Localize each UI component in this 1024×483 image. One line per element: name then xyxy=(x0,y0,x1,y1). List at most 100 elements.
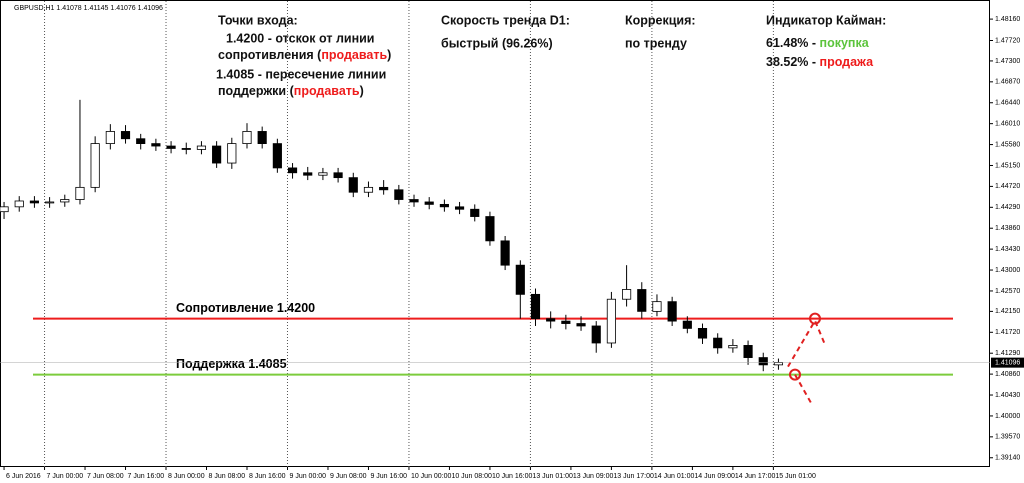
annotation: сопротивления (продавать) xyxy=(218,48,391,62)
annotation-part: поддержки ( xyxy=(218,84,295,98)
x-tick-label: 10 Jun 08:00 xyxy=(451,473,492,480)
x-tick-label: 8 Jun 16:00 xyxy=(249,473,286,480)
candle-body xyxy=(409,199,419,203)
x-tick-label: 13 Jun 01:00 xyxy=(532,473,573,480)
x-tick-label: 10 Jun 16:00 xyxy=(492,473,533,480)
candle-body xyxy=(287,167,298,174)
y-tick-label: 1.39140 xyxy=(995,455,1020,462)
y-tick-label: 1.48160 xyxy=(995,16,1020,23)
candle-body xyxy=(90,143,100,188)
candle-body xyxy=(515,264,525,295)
y-tick-label: 1.39570 xyxy=(995,434,1020,441)
x-tick-label: 8 Jun 08:00 xyxy=(209,473,246,480)
forecast-arrow xyxy=(794,374,813,406)
candle-body xyxy=(363,186,374,193)
x-tick-label: 8 Jun 00:00 xyxy=(168,473,205,480)
x-tick-label: 9 Jun 00:00 xyxy=(289,473,326,480)
x-tick-label: 6 Jun 2016 xyxy=(6,473,41,480)
candle-body xyxy=(151,143,161,147)
candle-body xyxy=(0,206,9,213)
annotation-part: ) xyxy=(360,84,364,98)
y-tick-label: 1.47300 xyxy=(995,58,1020,65)
candle-body xyxy=(60,199,70,203)
candle-body xyxy=(622,289,632,300)
x-tick-label: 9 Jun 16:00 xyxy=(370,473,407,480)
annotation: быстрый (96.26%) xyxy=(441,36,553,50)
forecast-point xyxy=(789,368,801,381)
candle-body xyxy=(318,172,328,176)
candle-body xyxy=(303,172,313,176)
y-tick-label: 1.47720 xyxy=(995,37,1020,44)
candle-body xyxy=(105,131,115,145)
y-tick-label: 1.40000 xyxy=(995,413,1020,420)
candle-body xyxy=(257,131,267,145)
candle-body xyxy=(728,345,738,349)
x-tick-label: 7 Jun 00:00 xyxy=(47,473,84,480)
candle-body xyxy=(713,337,723,349)
candle-body xyxy=(652,301,662,312)
annotation-part: 61.48% - xyxy=(766,36,820,50)
candle-body xyxy=(196,145,207,150)
annotation: Скорость тренда D1: xyxy=(441,13,570,27)
annotation: по тренду xyxy=(625,36,687,50)
candle-body xyxy=(758,357,768,366)
x-tick-label: 13 Jun 09:00 xyxy=(573,473,614,480)
candle-body xyxy=(637,289,647,312)
y-tick-label: 1.40860 xyxy=(995,371,1020,378)
candle-body xyxy=(166,145,176,149)
y-tick-label: 1.42150 xyxy=(995,308,1020,315)
candle-body xyxy=(470,208,480,217)
candle-body xyxy=(212,145,222,164)
candle-body xyxy=(439,203,449,208)
y-tick-label: 1.46870 xyxy=(995,79,1020,86)
candle-body xyxy=(75,186,85,200)
annotation: поддержки (продавать) xyxy=(218,84,364,98)
candle-body xyxy=(136,138,146,145)
level-label: Сопротивление 1.4200 xyxy=(176,301,315,315)
annotation: Точки входа: xyxy=(218,13,298,27)
y-tick-label: 1.45150 xyxy=(995,162,1020,169)
annotation: 1.4200 - отскок от линии xyxy=(226,31,375,45)
candle-body xyxy=(272,143,282,169)
y-tick-label: 1.46440 xyxy=(995,100,1020,107)
candle-body xyxy=(120,131,131,140)
forecast-point xyxy=(809,312,821,325)
x-tick-label: 14 Jun 17:00 xyxy=(735,473,776,480)
candle-body xyxy=(546,318,556,322)
candle-body xyxy=(576,323,586,327)
candle-body xyxy=(348,177,358,193)
y-tick-label: 1.45580 xyxy=(995,141,1020,148)
annotation-part: продавать xyxy=(321,48,387,62)
candle-body xyxy=(379,186,389,191)
x-tick-label: 14 Jun 01:00 xyxy=(654,473,695,480)
x-tick-label: 15 Jun 01:00 xyxy=(775,473,816,480)
candle-body xyxy=(743,345,753,358)
x-tick-label: 7 Jun 16:00 xyxy=(128,473,165,480)
candle-body xyxy=(227,143,237,164)
candle-body xyxy=(606,298,616,344)
annotation-part: покупка xyxy=(820,36,870,50)
annotation: Коррекция: xyxy=(625,13,696,27)
annotation-part: сопротивления ( xyxy=(218,48,322,62)
candle-body xyxy=(561,320,571,324)
y-tick-label: 1.43430 xyxy=(995,246,1020,253)
x-tick-label: 7 Jun 08:00 xyxy=(87,473,124,480)
candle-body xyxy=(697,327,708,339)
candle-body xyxy=(591,325,601,344)
annotation: 38.52% - продажа xyxy=(766,55,874,69)
y-tick-label: 1.43860 xyxy=(995,225,1020,232)
annotation-part: продавать xyxy=(294,84,360,98)
annotation-part: 38.52% - xyxy=(766,55,820,69)
candle-body xyxy=(14,200,24,208)
y-tick-label: 1.41290 xyxy=(995,350,1020,357)
y-tick-label: 1.41720 xyxy=(995,329,1020,336)
x-tick-label: 10 Jun 00:00 xyxy=(411,473,452,480)
candle-body xyxy=(530,293,541,320)
annotation: Индикатор Кайман: xyxy=(766,13,886,27)
annotation: 1.4085 - пересечение линии xyxy=(216,67,386,81)
candle-body xyxy=(29,200,39,204)
annotation: 61.48% - покупка xyxy=(766,36,870,50)
plot-frame xyxy=(0,0,990,467)
current-price-label: 1.41096 xyxy=(995,359,1020,366)
